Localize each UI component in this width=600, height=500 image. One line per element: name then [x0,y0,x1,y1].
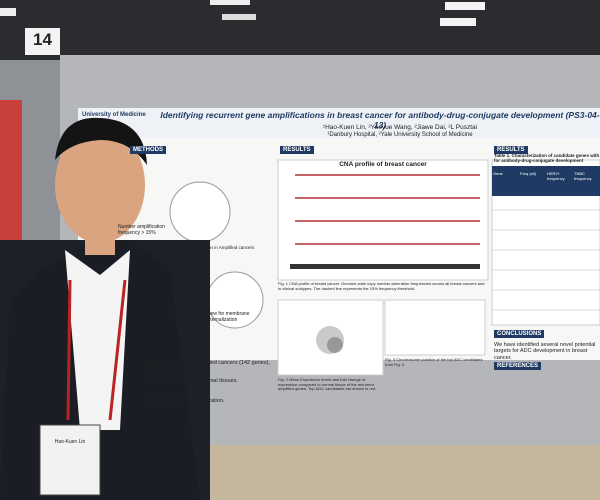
table-title: Table 1. Characterization of candidate g… [494,153,600,164]
board-number: 14 [33,30,52,49]
column-header: Gene [493,171,503,176]
method-note: RNA expression in amplified cancers (142… [148,360,270,373]
method-step: Number amplification frequency > 15% [118,224,165,236]
table-header: Gene Freq (all) HER2+ frequency TNBC freque… [492,170,600,182]
figure-caption: Fig. 3 Chromosome position of the top AD… [385,357,483,367]
section-heading: RESULTS [280,146,314,154]
section-heading: METHODS [130,146,166,154]
method-step: Over-expression in Amplified cancers [180,245,255,250]
institution: University of Medicine [82,112,146,118]
chart-title: CNA profile of breast cancer [339,161,427,168]
method-step: Literature review for membrane protein a… [180,311,250,323]
section-heading: CONCLUSIONS [494,330,545,338]
authors: ¹Hao-Kuen Lin, ²Yueyue Wang, ²Jiawe Dai,… [322,124,478,131]
poster-title: Identifying recurrent gene amplification… [160,110,600,130]
method-note: breast cancer than in normal tissues. [148,378,238,384]
column-header: HER2+ frequency [547,171,565,181]
method-note: known ability for internalization. [148,398,225,404]
badge-name: Hao-Kuen Lin [54,439,86,445]
figure-caption: Fig. 2 Mean Expression levels and fold c… [278,377,377,392]
column-header: TNBC frequency [574,171,592,181]
section-heading: REFERENCES [494,362,542,370]
affiliations: ¹Danbury Hospital, ²Yale University Scho… [327,132,473,138]
section-heading: RESULTS [494,146,528,154]
conclusion-text: We have identified several novel potenti… [494,342,596,361]
figure-caption: Fig. 1 CNA profile of breast cancer. Gen… [278,281,485,291]
column-header: Freq (all) [520,171,537,176]
